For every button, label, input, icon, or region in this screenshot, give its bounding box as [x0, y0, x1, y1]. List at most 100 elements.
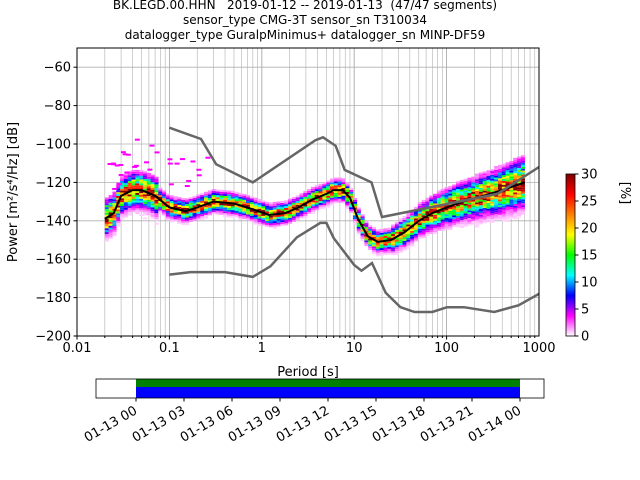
psd-cell [417, 234, 422, 237]
psd-cell [246, 202, 251, 205]
psd-cell [513, 161, 518, 164]
psd-cell [108, 196, 113, 199]
psd-cell [444, 225, 449, 228]
psd-cell [513, 159, 518, 162]
x-tick-label: 10 [346, 341, 363, 356]
psd-cell [303, 214, 308, 217]
psd-cell [230, 213, 235, 216]
psd-cell [364, 230, 369, 233]
psd-cell [482, 206, 487, 208]
psd-cell [108, 229, 113, 232]
psd-cell [505, 219, 510, 222]
psd-cell [196, 202, 201, 205]
psd-cell [181, 207, 186, 210]
psd-cell [299, 193, 304, 196]
psd-cell [169, 203, 174, 206]
psd-cell [104, 224, 109, 227]
psd-cell [383, 253, 388, 256]
psd-cell [219, 193, 224, 196]
psd-cell [295, 202, 300, 205]
psd-cell [417, 232, 422, 235]
psd-cell [501, 192, 506, 195]
psd-cell [490, 219, 495, 221]
psd-cell [146, 197, 151, 200]
psd-cell [413, 229, 419, 232]
psd-cell [410, 215, 415, 218]
psd-cell [475, 217, 480, 220]
psd-cell [429, 220, 434, 223]
psd-cell [467, 194, 472, 197]
psd-cell [108, 198, 113, 201]
psd-cell [291, 198, 296, 201]
psd-cell [478, 216, 483, 219]
psd-cell [475, 185, 480, 188]
psd-cell [352, 222, 358, 225]
psd-cell [142, 217, 148, 220]
psd-cell [520, 201, 525, 204]
psd-cell [249, 204, 254, 207]
psd-cell [139, 185, 144, 188]
psd-cell [169, 220, 174, 223]
psd-cell [200, 202, 205, 205]
psd-cell [207, 211, 212, 214]
psd-cell [165, 201, 171, 204]
psd-cell [421, 199, 426, 202]
time-tick-label: 01-13 12 [274, 403, 332, 445]
psd-cell [471, 191, 476, 194]
psd-cell [505, 181, 510, 184]
psd-cell [501, 198, 506, 201]
psd-cell [505, 208, 510, 211]
psd-cell [497, 178, 503, 181]
psd-cell [509, 207, 514, 210]
psd-cell [410, 211, 415, 214]
psd-cell [135, 194, 140, 197]
psd-cell [341, 191, 346, 194]
psd-cell [326, 184, 331, 187]
psd-cell [394, 249, 400, 252]
psd-cell [440, 217, 445, 220]
psd-cell [265, 209, 270, 212]
psd-cell [440, 198, 445, 201]
psd-cell [398, 218, 403, 221]
psd-cell [436, 226, 442, 229]
psd-cell [463, 192, 468, 195]
psd-cell [513, 186, 518, 189]
psd-cell [421, 220, 426, 223]
psd-cell [299, 200, 304, 203]
psd-cell [501, 182, 506, 185]
psd-cell [150, 189, 155, 192]
psd-cell [368, 248, 373, 251]
psd-cell [135, 208, 140, 211]
psd-cell [459, 208, 464, 211]
psd-cell [509, 182, 514, 185]
psd-cell [520, 189, 525, 192]
psd-cell [478, 209, 483, 211]
psd-cell [192, 211, 197, 214]
psd-cell [513, 215, 518, 218]
psd-cell [459, 183, 464, 186]
psd-cell [127, 192, 132, 195]
psd-cell [467, 204, 472, 207]
psd-cell [467, 191, 472, 194]
psd-cell [120, 211, 125, 214]
psd-cell [352, 217, 358, 220]
psd-cell [116, 213, 121, 216]
psd-cell [444, 216, 449, 218]
psd-cell [131, 198, 136, 201]
psd-cell [223, 205, 228, 208]
psd-cell [330, 197, 335, 200]
psd-cell [459, 224, 464, 227]
psd-cell [490, 182, 495, 185]
psd-cell [448, 193, 453, 196]
psd-cell [475, 213, 480, 216]
psd-cell [167, 162, 173, 165]
psd-cell [135, 171, 140, 174]
psd-cell [154, 217, 159, 219]
psd-cell [444, 208, 449, 211]
psd-cell [429, 201, 434, 204]
psd-cell [303, 212, 308, 215]
psd-cell [326, 203, 331, 206]
psd-cell [444, 194, 449, 197]
psd-cell [444, 191, 449, 194]
psd-cell [207, 209, 212, 212]
